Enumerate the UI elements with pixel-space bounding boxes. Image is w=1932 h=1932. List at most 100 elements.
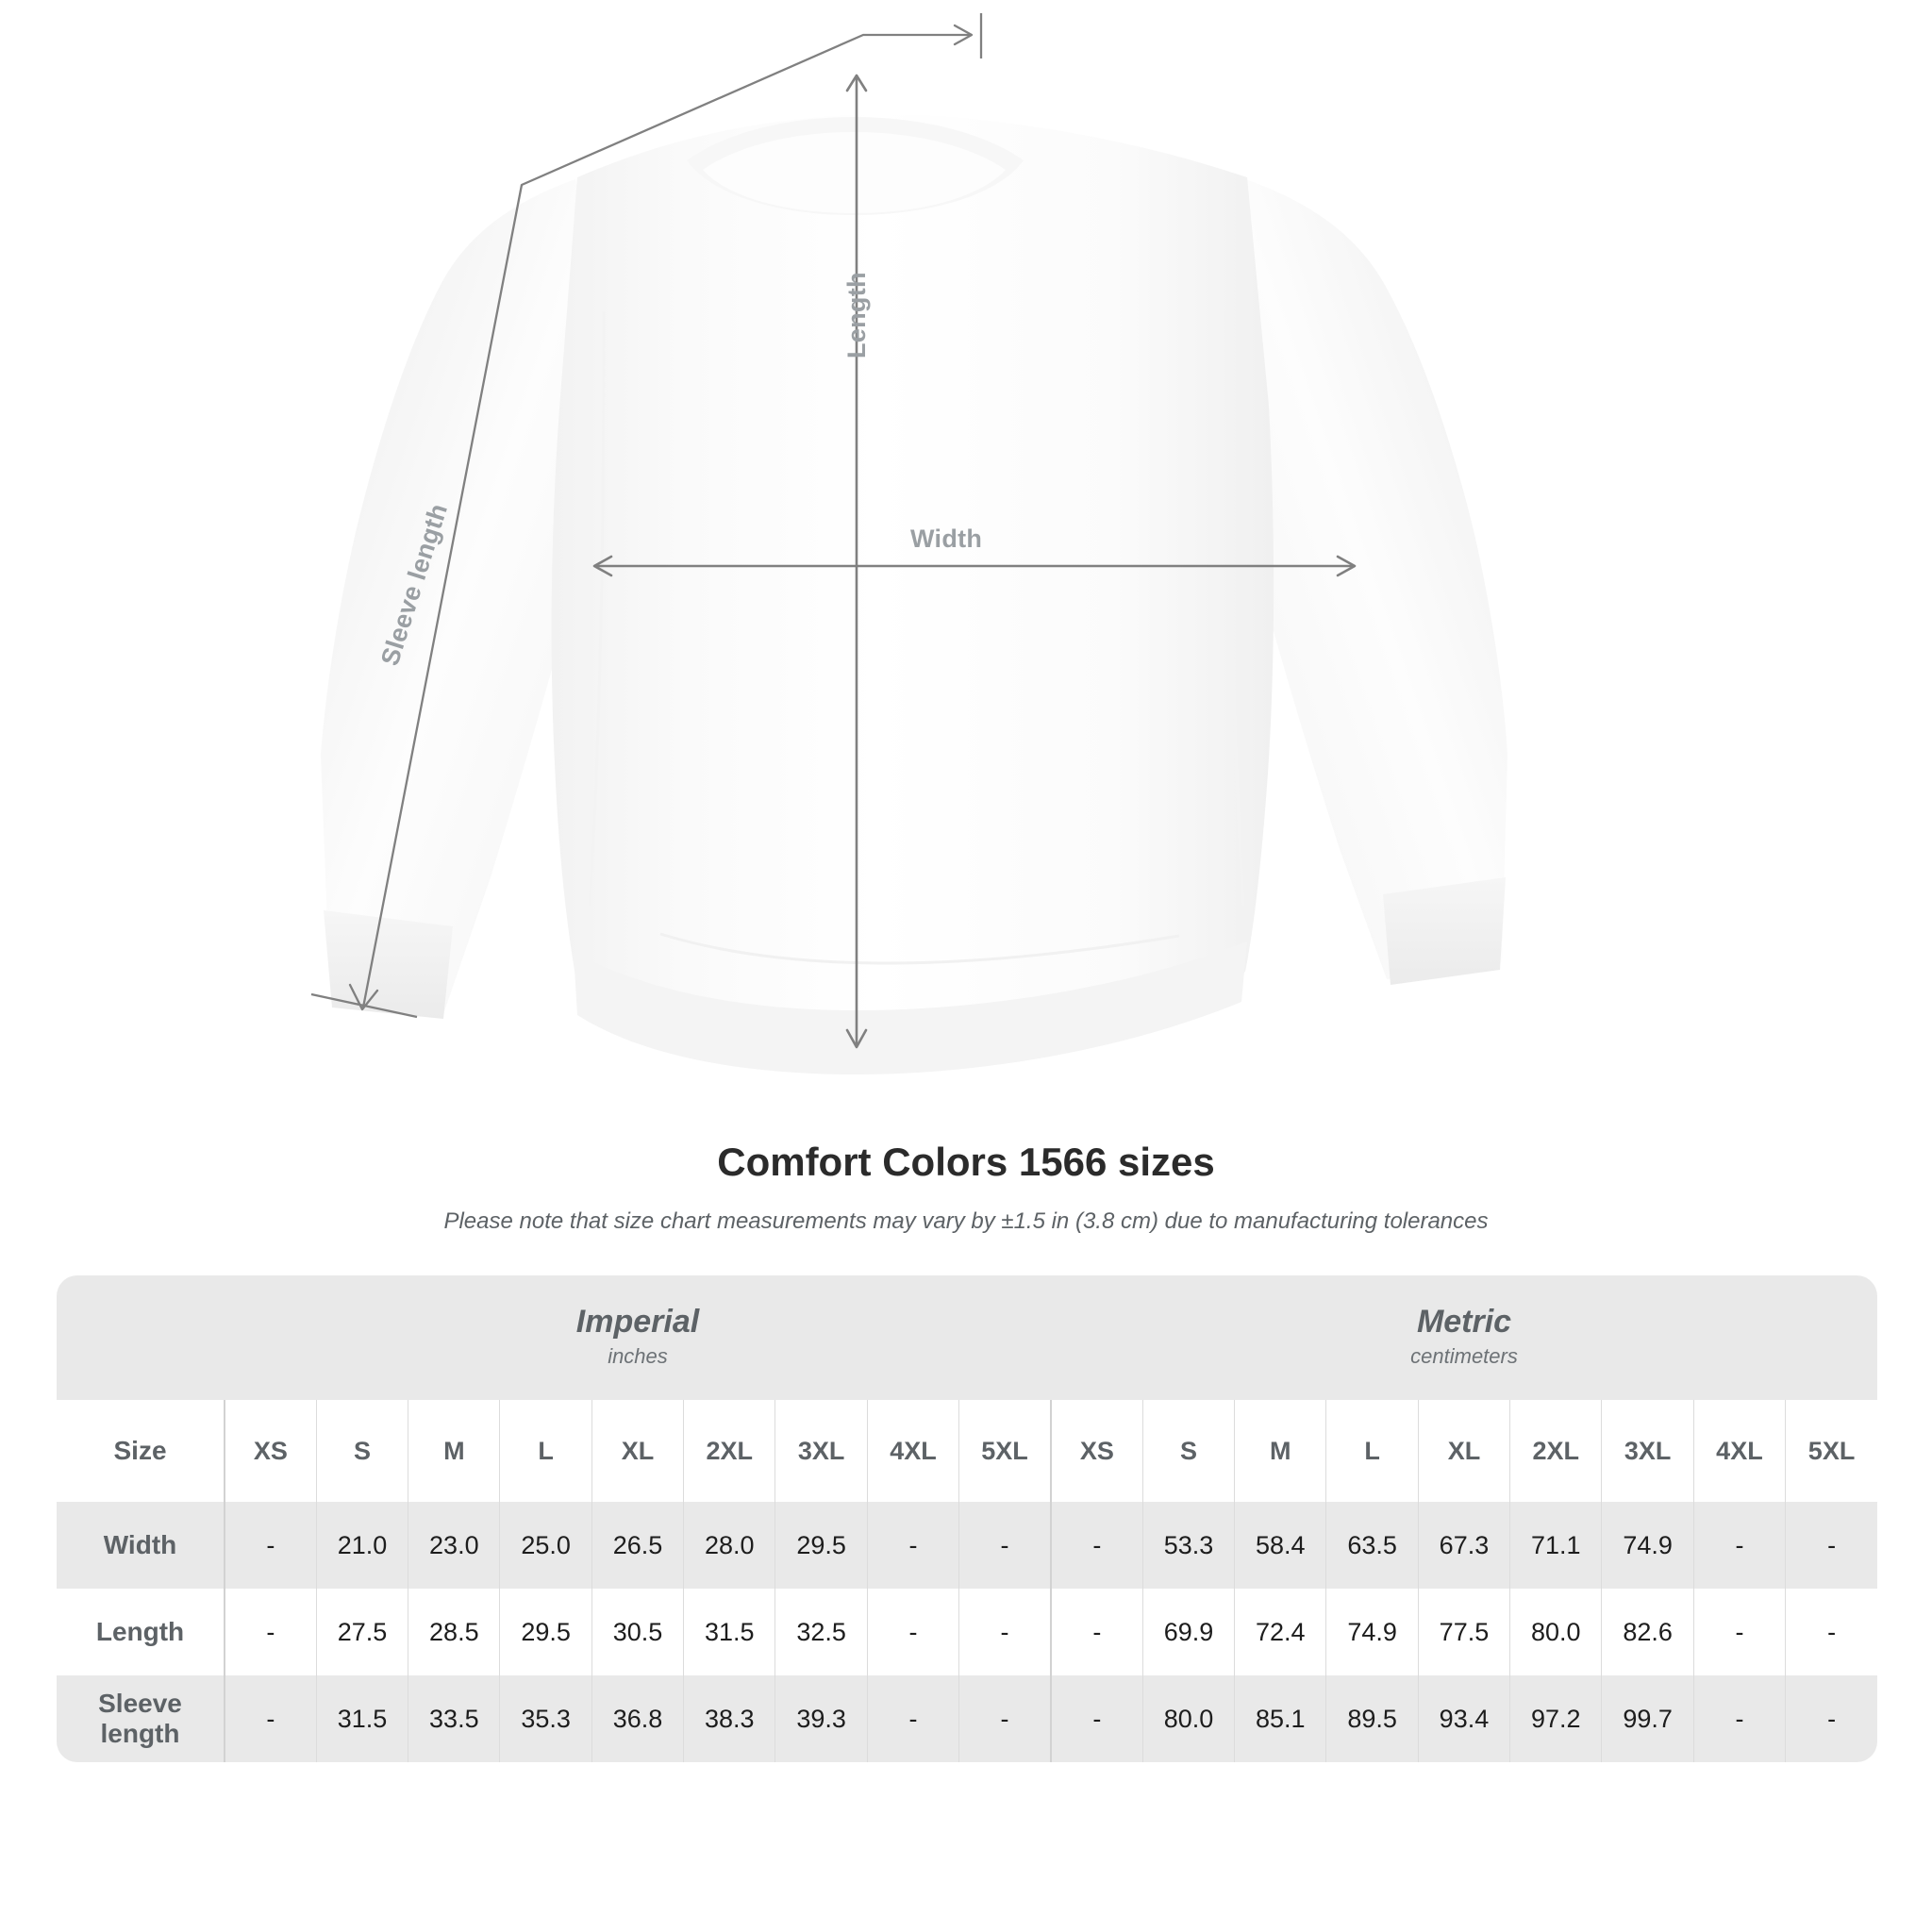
cell-sleeve-length-metric-s: 80.0 [1141,1675,1235,1762]
unit-band-spacer [57,1275,225,1400]
unit-group-name: Metric [1416,1304,1512,1341]
page-title: Comfort Colors 1566 sizes [717,1140,1215,1184]
cell-length-metric-m: 72.4 [1234,1589,1326,1675]
garment-illustration: Width Length Sleeve length [310,13,1507,1075]
row-label: Length [57,1589,225,1675]
size-header-3xl: 3XL [1601,1400,1694,1502]
cell-length-imperial-3xl: 32.5 [774,1589,868,1675]
row-label: Width [57,1502,225,1589]
cell-width-imperial-l: 25.0 [499,1502,592,1589]
sweatshirt-diagram [310,13,1507,1075]
size-header-s: S [1141,1400,1235,1502]
page-subtitle: Please note that size chart measurements… [443,1208,1489,1234]
cell-width-metric-xs: - [1049,1502,1143,1589]
cell-sleeve-length-imperial-s: 31.5 [315,1675,408,1762]
cell-sleeve-length-metric-5xl: - [1785,1675,1878,1762]
unit-group-imperial: Imperial inches [225,1275,1051,1400]
size-header-4xl: 4XL [1692,1400,1786,1502]
unit-group-sub: inches [608,1343,668,1368]
size-header-xl: XL [591,1400,684,1502]
cell-sleeve-length-imperial-xl: 36.8 [591,1675,684,1762]
size-header-l: L [1325,1400,1419,1502]
cell-sleeve-length-metric-xs: - [1049,1675,1143,1762]
row-label: Sleeve length [57,1675,225,1762]
cell-length-metric-xl: 77.5 [1417,1589,1510,1675]
cell-width-imperial-2xl: 28.0 [683,1502,775,1589]
cell-width-metric-2xl: 71.1 [1509,1502,1602,1589]
cell-length-metric-5xl: - [1785,1589,1878,1675]
size-header-m: M [408,1400,500,1502]
cell-length-metric-s: 69.9 [1141,1589,1235,1675]
size-header-2xl: 2XL [683,1400,775,1502]
cell-width-metric-xl: 67.3 [1417,1502,1510,1589]
cell-width-metric-s: 53.3 [1141,1502,1235,1589]
cell-sleeve-length-imperial-xs: - [224,1675,317,1762]
cell-sleeve-length-imperial-4xl: - [866,1675,959,1762]
cell-width-imperial-4xl: - [866,1502,959,1589]
cell-width-imperial-3xl: 29.5 [774,1502,868,1589]
cell-sleeve-length-metric-xl: 93.4 [1417,1675,1510,1762]
cell-length-imperial-5xl: - [958,1589,1051,1675]
cell-sleeve-length-metric-2xl: 97.2 [1509,1675,1602,1762]
cell-width-metric-5xl: - [1785,1502,1878,1589]
size-header-2xl: 2XL [1509,1400,1602,1502]
cell-length-imperial-2xl: 31.5 [683,1589,775,1675]
cell-sleeve-length-imperial-m: 33.5 [408,1675,500,1762]
table-row: Width -21.0 23.0 25.0 26.5 28.0 29.5- - -53.3 58.… [57,1502,1878,1589]
cell-length-imperial-s: 27.5 [315,1589,408,1675]
size-header-xl: XL [1417,1400,1510,1502]
cell-width-metric-m: 58.4 [1234,1502,1326,1589]
cell-length-imperial-m: 28.5 [408,1589,500,1675]
unit-group-sub: centimeters [1410,1343,1518,1368]
size-header-5xl: 5XL [1785,1400,1878,1502]
cell-sleeve-length-metric-m: 85.1 [1234,1675,1326,1762]
sleeve-length-measure-arrow [310,13,983,1019]
size-header-3xl: 3XL [774,1400,868,1502]
cell-sleeve-length-metric-l: 89.5 [1325,1675,1419,1762]
size-header-m: M [1234,1400,1326,1502]
size-header-xs: XS [1049,1400,1143,1502]
cell-sleeve-length-imperial-3xl: 39.3 [774,1675,868,1762]
cell-length-imperial-xl: 30.5 [591,1589,684,1675]
cell-width-metric-l: 63.5 [1325,1502,1419,1589]
length-dimension-label: Length [842,272,871,358]
cell-width-imperial-s: 21.0 [315,1502,408,1589]
cell-length-imperial-l: 29.5 [499,1589,592,1675]
cell-width-imperial-xs: - [224,1502,317,1589]
cell-sleeve-length-imperial-5xl: - [958,1675,1051,1762]
size-header-label: Size [57,1400,225,1502]
length-measure-arrow [845,74,868,1049]
cell-width-metric-3xl: 74.9 [1601,1502,1694,1589]
cell-length-metric-l: 74.9 [1325,1589,1419,1675]
table-row: Length -27.5 28.5 29.5 30.5 31.5 32.5- - -69.9 72… [57,1589,1878,1675]
cell-sleeve-length-metric-3xl: 99.7 [1601,1675,1694,1762]
cell-sleeve-length-imperial-l: 35.3 [499,1675,592,1762]
cell-length-metric-3xl: 82.6 [1601,1589,1694,1675]
size-header-4xl: 4XL [866,1400,959,1502]
cell-width-metric-4xl: - [1692,1502,1786,1589]
unit-band-row: Imperial inches Metric centimeters [57,1275,1878,1400]
size-header-xs: XS [224,1400,317,1502]
cell-length-imperial-xs: - [224,1589,317,1675]
cell-length-metric-xs: - [1049,1589,1143,1675]
size-header-s: S [315,1400,408,1502]
cell-length-metric-2xl: 80.0 [1509,1589,1602,1675]
cell-length-imperial-4xl: - [866,1589,959,1675]
cell-width-imperial-m: 23.0 [408,1502,500,1589]
cell-width-imperial-xl: 26.5 [591,1502,684,1589]
cell-sleeve-length-metric-4xl: - [1692,1675,1786,1762]
table-row: Sleeve length -31.5 33.5 35.3 36.8 38.3 39.3- -… [57,1675,1878,1762]
width-dimension-label: Width [910,525,983,553]
size-chart-table: Imperial inches Metric centimeters Size XS S M L… [57,1275,1878,1762]
size-header-row: Size XS S M L XL 2XL 3XL 4XL 5XL XS S M L XL 2XL 3XL 4XL 5… [57,1400,1878,1502]
size-header-5xl: 5XL [958,1400,1051,1502]
sweatshirt-shape [321,114,1507,1075]
width-measure-arrow [592,555,1357,577]
cell-sleeve-length-imperial-2xl: 38.3 [683,1675,775,1762]
unit-group-name: Imperial [575,1304,700,1341]
cell-length-metric-4xl: - [1692,1589,1786,1675]
size-header-l: L [499,1400,592,1502]
unit-group-metric: Metric centimeters [1050,1275,1878,1400]
cell-width-imperial-5xl: - [958,1502,1051,1589]
